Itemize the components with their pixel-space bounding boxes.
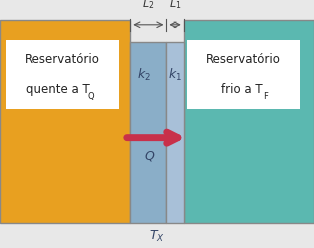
Text: $L_1$: $L_1$ [169, 0, 181, 11]
Text: $Q$: $Q$ [144, 149, 156, 163]
Bar [0, 20, 130, 223]
FancyArrowPatch shape [127, 132, 178, 143]
Text: Reservatório: Reservatório [206, 53, 281, 66]
Text: $L_2$: $L_2$ [142, 0, 154, 11]
Bar [187, 40, 300, 109]
Bar [184, 20, 314, 223]
Bar [166, 42, 184, 223]
Text: $k_1$: $k_1$ [168, 67, 182, 83]
Text: $k_2$: $k_2$ [137, 67, 151, 83]
Text: Q: Q [88, 92, 95, 101]
Text: $T_X$: $T_X$ [149, 229, 165, 244]
Bar [130, 42, 166, 223]
Text: frio a T: frio a T [221, 83, 263, 96]
Bar [6, 40, 119, 109]
Text: Reservatório: Reservatório [25, 53, 100, 66]
Text: F: F [263, 92, 268, 101]
Text: quente a T: quente a T [26, 83, 90, 96]
